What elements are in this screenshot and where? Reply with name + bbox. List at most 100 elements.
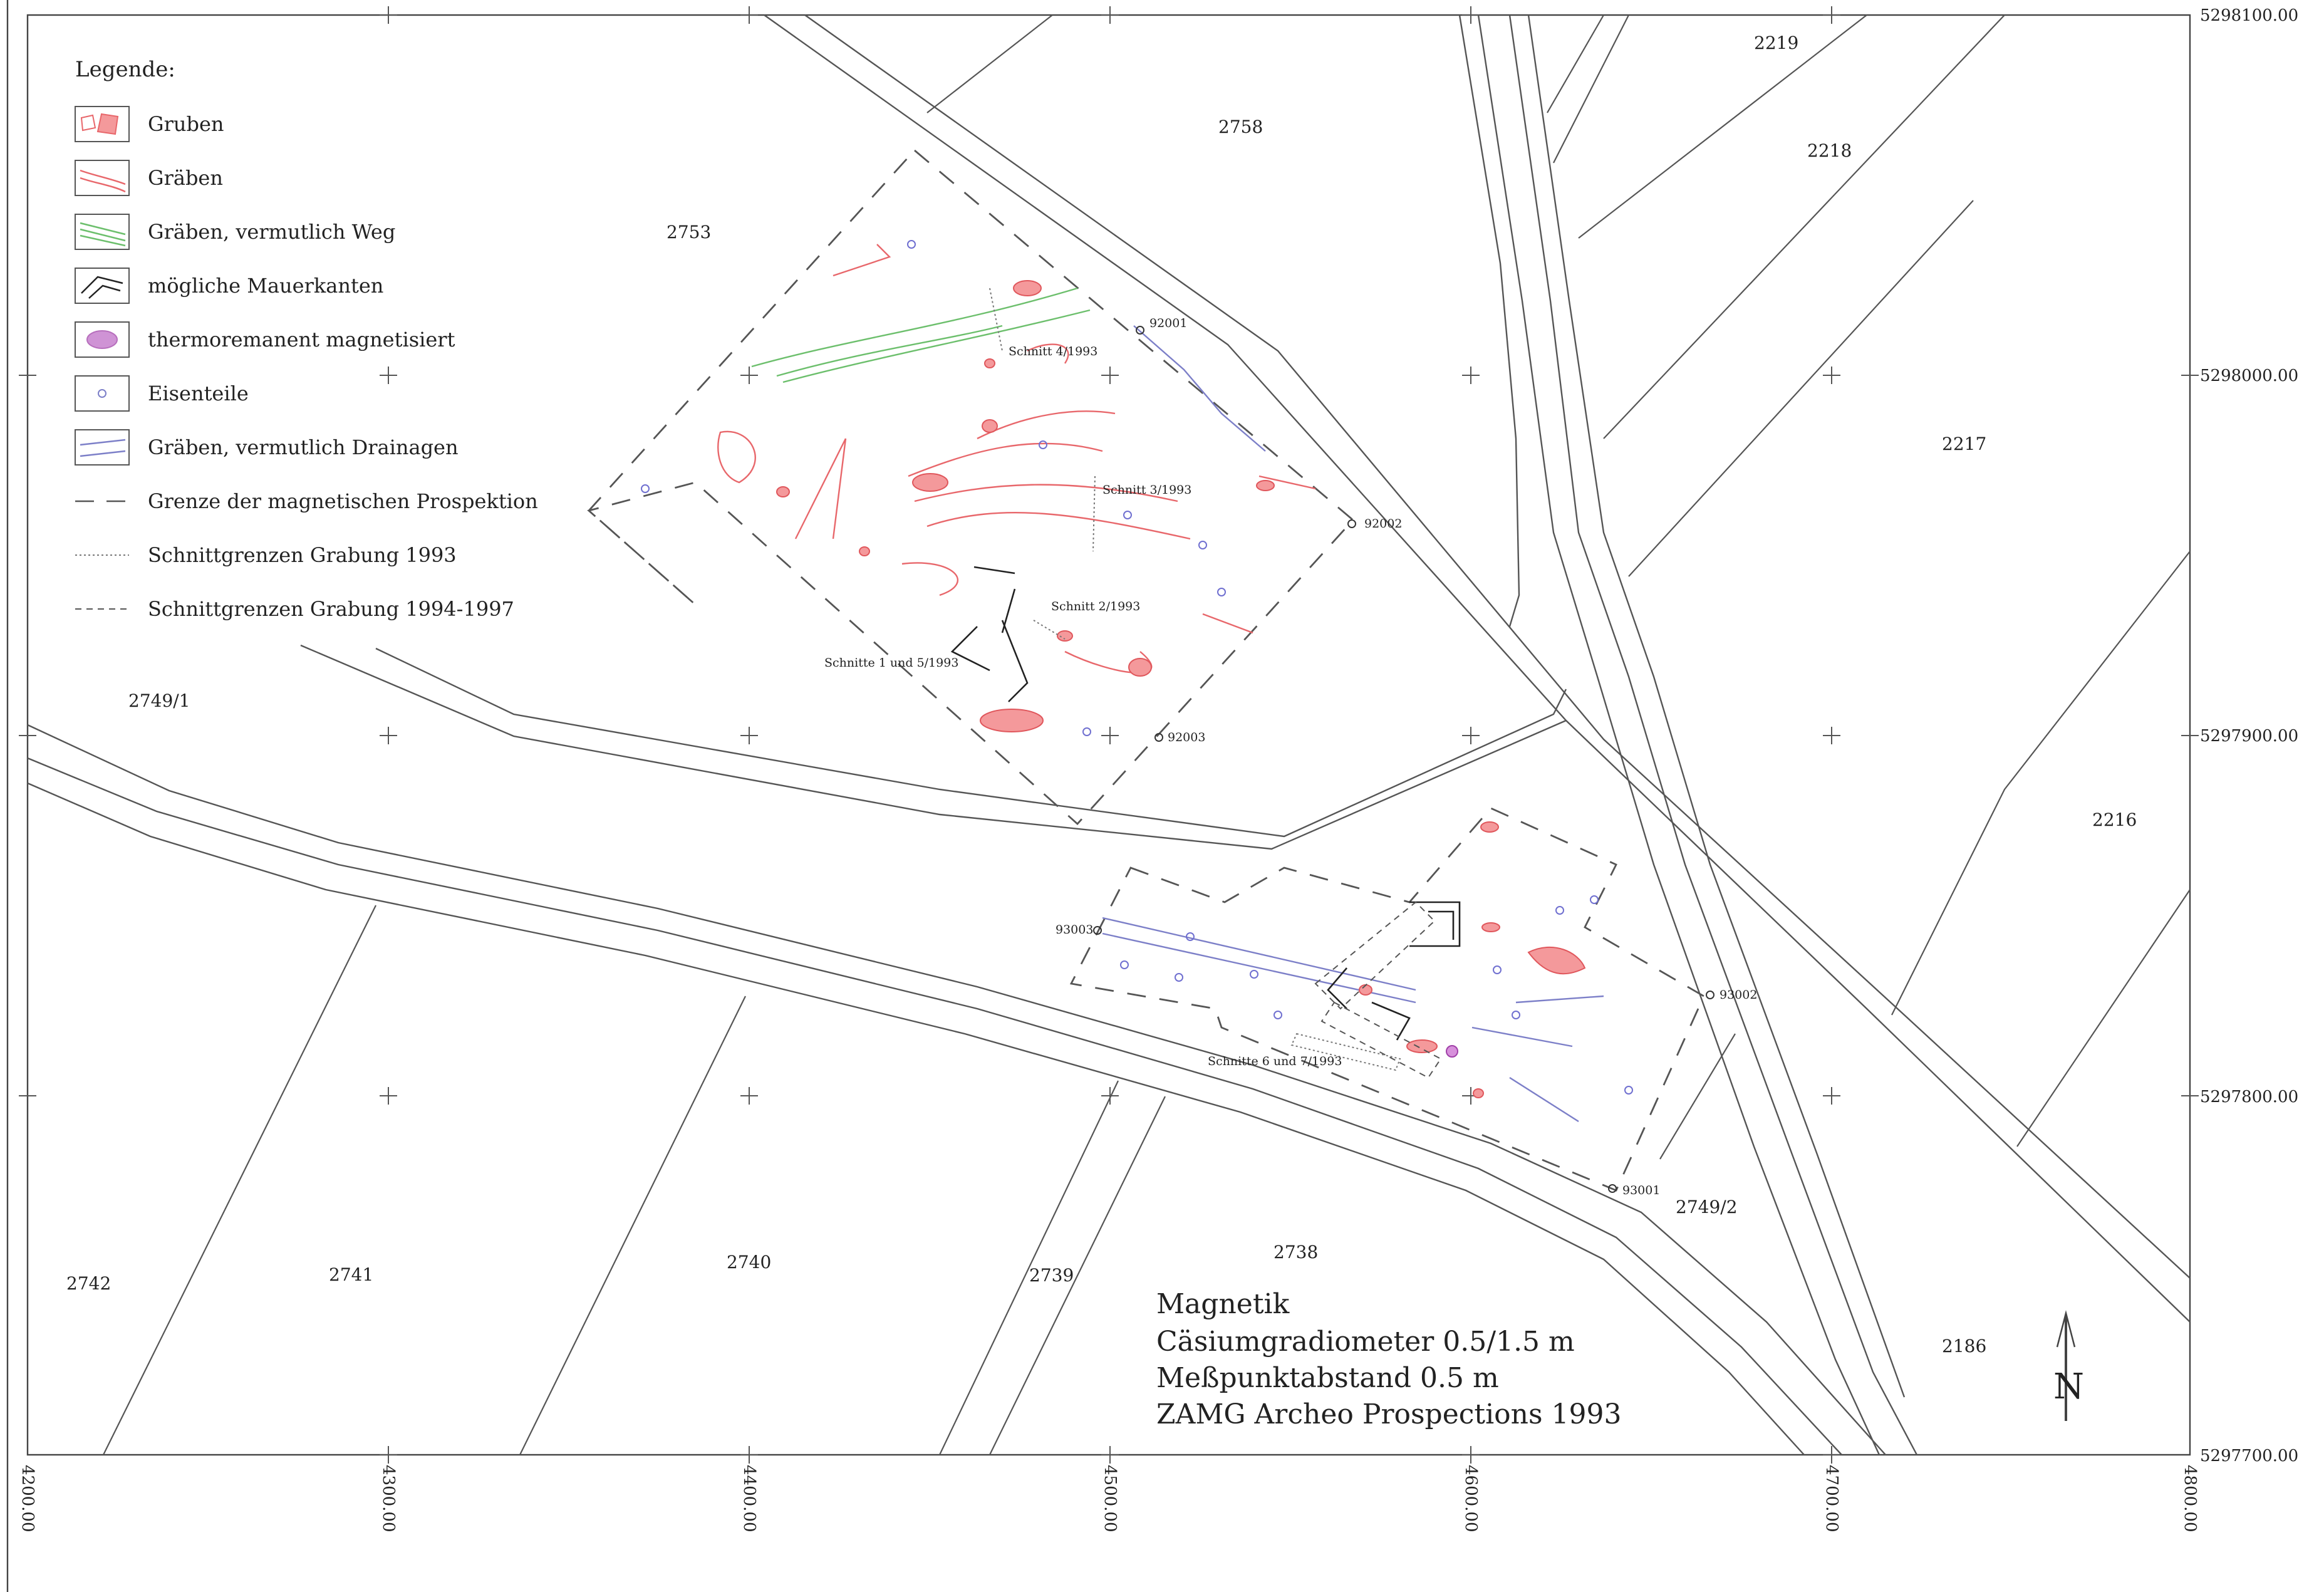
cut-6-7-1993-boundary: [1290, 1033, 1401, 1071]
ditch-3: [794, 438, 847, 539]
ditch-13: [1027, 343, 1069, 364]
parcel-line-7: [1891, 551, 2191, 1016]
parcel-line-3: [1553, 14, 1629, 164]
grid-cross-15: [1462, 6, 1480, 24]
iron-part-3: [1039, 440, 1047, 449]
parcel-line-2: [1547, 14, 1604, 113]
y-label-5297700: 5297700.00: [2200, 1447, 2298, 1465]
grid-cross-21: [1823, 367, 1840, 384]
iron-part-south-7: [1555, 906, 1564, 915]
road-vertical-west: [1458, 14, 1520, 627]
iron-icon: [98, 389, 106, 398]
north-arrow-head: [2056, 1310, 2076, 1348]
pit-south-1: [1527, 946, 1586, 975]
cut-label-1-5: Schnitte 1 und 5/1993: [824, 656, 958, 670]
x-axis-labels: 4200.00 4300.00 4400.00 4500.00 4600.00 …: [18, 1465, 2199, 1532]
survey-point-92001-marker: [1136, 326, 1144, 335]
grid-cross-16: [1462, 367, 1480, 384]
grid-cross-22: [1823, 727, 1840, 744]
north-arrow-label: N: [2053, 1366, 2084, 1407]
survey-point-93001-marker: [1608, 1184, 1617, 1193]
thermoremanent-area: [1446, 1045, 1458, 1058]
grid-cross-24: [1823, 1446, 1840, 1464]
survey-point-92002: 92002: [1364, 517, 1402, 531]
drainage-south-4: [1515, 995, 1604, 1004]
ditch-9: [1202, 613, 1253, 634]
survey-boundary-south: [1069, 807, 1705, 1192]
legend-item-ditches: Gräben: [75, 160, 223, 196]
parcel-line-8: [2016, 889, 2191, 1147]
iron-part-south-6: [1493, 965, 1502, 974]
cut-3-1993-boundary: [1092, 476, 1096, 552]
parcel-2738: 2738: [1274, 1242, 1318, 1262]
parcel-line-13: [1659, 1033, 1736, 1160]
survey-point-93003-marker: [1093, 926, 1102, 935]
grid-cross-20: [1823, 6, 1840, 24]
road-main-south-edge: [27, 782, 1805, 1455]
legend-item-thermo: thermoremanent magnetisiert: [75, 321, 455, 358]
y-label-5297800: 5297800.00: [2200, 1088, 2298, 1106]
legend-item-pits: Gruben: [75, 106, 224, 142]
thermo-icon: [86, 330, 118, 349]
pit-2: [912, 473, 948, 492]
x-label-4500: 4500.00: [1101, 1465, 1119, 1532]
parcel-line-6: [1628, 200, 1974, 577]
grid-cross-1: [380, 367, 397, 384]
road-main-south-outer: [27, 724, 1886, 1455]
parcel-line-10: [519, 996, 746, 1455]
parcel-2749-2: 2749/2: [1676, 1197, 1738, 1217]
iron-part-7: [1123, 511, 1132, 519]
ditch-2: [832, 438, 847, 539]
parcel-2740: 2740: [727, 1252, 771, 1272]
iron-part-south-9: [1512, 1011, 1520, 1019]
ditch-1: [833, 244, 891, 277]
ditch-5: [914, 484, 1178, 502]
cut-labels: Schnitt 4/1993 Schnitt 3/1993 Schnitt 2/…: [824, 345, 1342, 1068]
pit-south-6: [1359, 984, 1372, 996]
drainage-north: [1133, 325, 1266, 452]
survey-area-south: [1069, 807, 1714, 1193]
legend-swatch-box: [75, 429, 130, 466]
pit-south-3: [1480, 821, 1499, 833]
info-line-1: Magnetik: [1156, 1288, 1290, 1320]
path-ditch-icon: [80, 222, 126, 247]
road-vertical-east2: [1527, 14, 1906, 1398]
path-ditch-2: [782, 309, 1091, 383]
legend-title: Legende:: [75, 57, 175, 82]
road-diagonal-east: [804, 14, 2191, 1279]
legend-item-walls: mögliche Mauerkanten: [75, 268, 383, 304]
parcel-numbers: 2219 2758 2218 2753 2217 2749/1 2216 274…: [66, 33, 2137, 1356]
pit-10: [984, 358, 995, 368]
legend-swatch-box: [75, 160, 130, 196]
info-line-2: Cäsiumgradiometer 0.5/1.5 m: [1156, 1326, 1575, 1358]
pit-5: [1256, 480, 1275, 491]
parcel-2758: 2758: [1218, 117, 1263, 137]
road-main-south-inner: [27, 757, 1842, 1455]
wall-edge-south-2: [1428, 910, 1455, 940]
grid-cross-14: [1101, 1446, 1119, 1464]
x-label-4200: 4200.00: [18, 1465, 37, 1532]
legend-label-walls: mögliche Mauerkanten: [148, 274, 383, 298]
wall-edge-north-2: [1001, 620, 1029, 702]
grid-cross-13: [1101, 1087, 1119, 1105]
cut-label-3: Schnitt 3/1993: [1102, 483, 1191, 497]
road-vertical-east: [1508, 14, 1918, 1455]
drainage-south-5: [1509, 1076, 1579, 1123]
info-line-3: Meßpunktabstand 0.5 m: [1156, 1362, 1499, 1394]
legend-swatch-box: [75, 106, 130, 142]
legend-swatch-box: [75, 321, 130, 358]
grid-cross-17: [1462, 727, 1480, 744]
legend-swatch-box: [75, 214, 130, 250]
grid-cross-8: [740, 1087, 758, 1105]
wall-edge-north-3: [1001, 588, 1016, 633]
grid-cross-12: [1101, 727, 1119, 744]
cut-label-2: Schnitt 2/1993: [1051, 600, 1140, 613]
pit-4: [1128, 658, 1152, 677]
pit-6: [776, 486, 790, 497]
parcel-line-9: [103, 905, 376, 1455]
y-label-5298100: 5298100.00: [2200, 6, 2298, 25]
pit-south-5: [1473, 1088, 1484, 1098]
cut-4-1993-boundary: [989, 288, 1003, 351]
iron-part-1: [907, 240, 916, 249]
ditch-10: [1258, 475, 1316, 490]
